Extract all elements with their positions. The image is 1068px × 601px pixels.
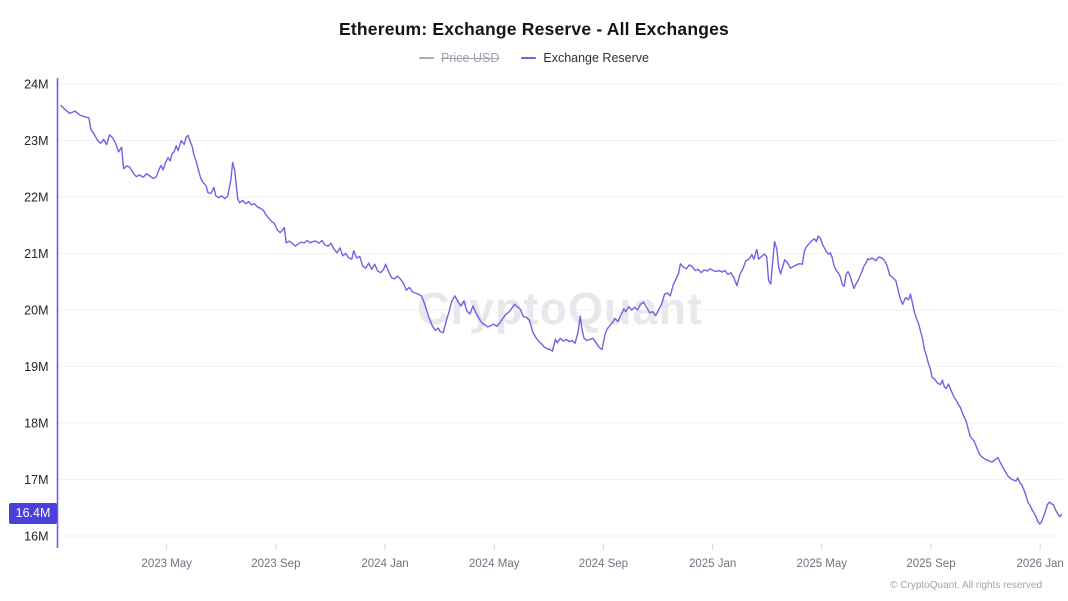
y-axis-tick-label: 17M [24,473,48,487]
x-axis-tick-label: 2025 Jan [689,558,736,570]
price-usd-legend-dash-icon [419,57,435,59]
y-axis-tick-label: 21M [24,247,48,261]
chart-legend: Price USD Exchange Reserve [0,51,1068,65]
y-axis-tick-label: 16M [24,530,48,544]
y-axis-tick-label: 22M [24,191,48,205]
cryptoquant-watermark: CryptoQuant [417,283,703,334]
exchange-reserve-legend-dash-icon [521,57,537,59]
current-value-badge: 16.4M [9,502,57,524]
exchange-reserve-line[interactable] [60,104,1063,525]
legend-label-exchange-reserve: Exchange Reserve [543,51,649,65]
y-axis-tick-label: 19M [24,360,48,374]
copyright-footer: © CryptoQuant. All rights reserved [890,580,1042,591]
x-axis-tick-label: 2025 May [797,558,848,570]
y-axis-tick-label: 24M [24,78,48,92]
x-axis-tick-label: 2025 Sep [906,558,955,570]
x-axis-tick-label: 2026 Jan [1016,558,1063,570]
x-axis-tick-label: 2023 May [141,558,192,570]
x-axis-tick-label: 2024 Sep [579,558,628,570]
x-axis-tick-label: 2023 Sep [251,558,300,570]
x-axis-tick-label: 2024 May [469,558,520,570]
legend-item-price-usd[interactable]: Price USD [419,51,499,65]
legend-label-price-usd: Price USD [441,51,500,65]
chart-title: Ethereum: Exchange Reserve - All Exchang… [339,19,729,39]
legend-item-exchange-reserve[interactable]: Exchange Reserve [521,51,649,65]
x-axis-tick-label: 2024 Jan [361,558,408,570]
y-axis-tick-label: 23M [24,134,48,148]
y-axis-tick-label: 18M [24,417,48,431]
y-axis-tick-label: 20M [24,304,48,318]
